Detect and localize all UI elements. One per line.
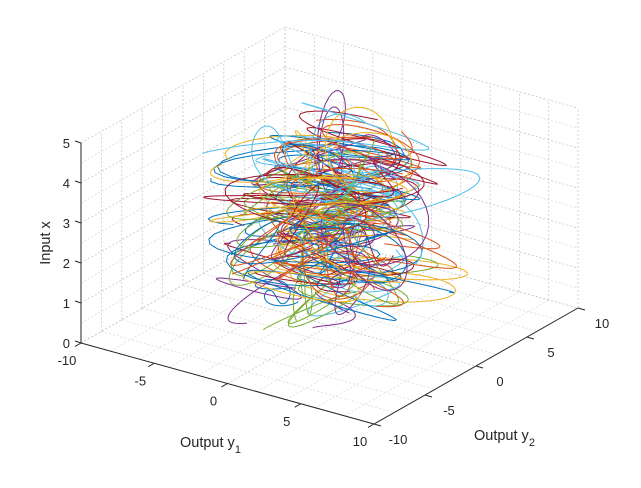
trajectory-line	[201, 125, 383, 202]
grid-line	[101, 331, 395, 413]
z-tick-label: 5	[63, 136, 70, 151]
z-tick-label: 0	[63, 336, 70, 351]
z-tick	[74, 300, 82, 304]
y1-tick	[74, 342, 82, 347]
grid-line	[80, 186, 286, 304]
z-tick	[74, 260, 82, 264]
grid-line	[142, 307, 436, 390]
z-tick-label: 2	[63, 256, 70, 271]
grid-line	[256, 275, 461, 392]
grid-line	[284, 126, 579, 209]
y2-tick-label: 10	[595, 316, 609, 331]
grid-line	[80, 206, 286, 324]
grid-line	[315, 291, 520, 409]
grid-line	[284, 166, 579, 249]
grid-line	[80, 106, 286, 224]
grid-line	[80, 66, 286, 184]
grid-line	[284, 226, 579, 309]
y2-tick-label: -10	[389, 432, 408, 447]
grid-line	[80, 126, 286, 244]
grid-line	[284, 106, 579, 189]
grid-line	[203, 273, 497, 355]
trajectory-line	[230, 215, 335, 282]
trajectory-curves	[201, 90, 481, 331]
trajectory-line	[315, 123, 421, 184]
y2-tick-label: -5	[443, 403, 455, 418]
grid-line	[284, 66, 579, 149]
y2-tick	[424, 394, 433, 398]
trajectory-line	[224, 134, 342, 214]
axes	[74, 140, 586, 428]
grid-line	[162, 296, 456, 378]
axis-labels: Input x Output y1 Output y2	[38, 220, 535, 456]
y1-tick-label: -5	[135, 373, 147, 388]
y2-tick	[373, 423, 382, 427]
y1-tick	[221, 383, 228, 388]
grid-line	[284, 86, 579, 169]
trajectory-line	[262, 102, 430, 198]
y2-tick	[475, 365, 484, 369]
y1-tick-label: 5	[283, 414, 290, 429]
y1-tick	[294, 403, 301, 408]
y1-axis-label: Output y1	[180, 435, 241, 456]
trajectory-line	[246, 226, 456, 322]
trajectory-line	[263, 281, 357, 331]
trajectory-line	[227, 250, 371, 325]
trajectory-line	[224, 242, 402, 285]
y2-axis-label: Output y2	[474, 428, 535, 449]
z-tick	[74, 180, 82, 184]
trajectory-line	[309, 209, 457, 308]
y1-tick	[148, 362, 155, 368]
y1-tick-label: 0	[210, 394, 217, 409]
z-tick-label: 4	[63, 176, 70, 191]
grid-line	[80, 226, 286, 344]
trajectory-line	[289, 175, 420, 220]
grid-lines	[80, 26, 579, 425]
trajectory-line	[209, 130, 311, 223]
z-tick	[74, 220, 82, 224]
z-tick-label: 1	[63, 296, 70, 311]
z-tick	[74, 340, 82, 344]
z-tick-label: 3	[63, 216, 70, 231]
grid-line	[284, 146, 579, 229]
grid-line	[284, 26, 579, 109]
y1-tick-label: 10	[353, 434, 367, 449]
trajectory-line	[297, 255, 439, 307]
grid-line	[110, 234, 315, 352]
tick-labels: 0 1 2 3 4 5 -10 -5 0 5 10 -10 -5 0 5 10	[58, 136, 610, 449]
grid-line	[182, 284, 477, 367]
grid-line	[244, 249, 538, 332]
trajectory-line	[284, 185, 320, 256]
y2-tick-label: 5	[547, 345, 554, 360]
trajectory-line	[225, 174, 406, 249]
grid-line	[80, 166, 286, 284]
trajectory-line	[259, 176, 358, 219]
grid-line	[223, 261, 517, 344]
y2-tick	[526, 336, 535, 340]
y2-tick-label: 0	[496, 374, 503, 389]
trajectory-line	[279, 232, 468, 303]
z-tick	[74, 140, 82, 144]
y2-tick	[577, 307, 586, 311]
trajectory-line	[241, 138, 376, 217]
trajectory-line	[251, 139, 391, 186]
z-axis-label: Input x	[38, 220, 54, 264]
grid-line	[80, 46, 286, 164]
grid-line	[284, 186, 579, 269]
grid-line	[80, 26, 286, 144]
y1-tick-label: -10	[58, 353, 77, 368]
grid-line	[121, 319, 415, 402]
grid-line	[284, 46, 579, 129]
y1-tick	[367, 423, 375, 428]
grid-line	[264, 238, 558, 320]
grid-line	[284, 206, 579, 289]
grid-line	[168, 250, 374, 368]
grid-line	[80, 146, 286, 264]
grid-line	[80, 86, 286, 204]
trajectory-line	[203, 166, 404, 230]
